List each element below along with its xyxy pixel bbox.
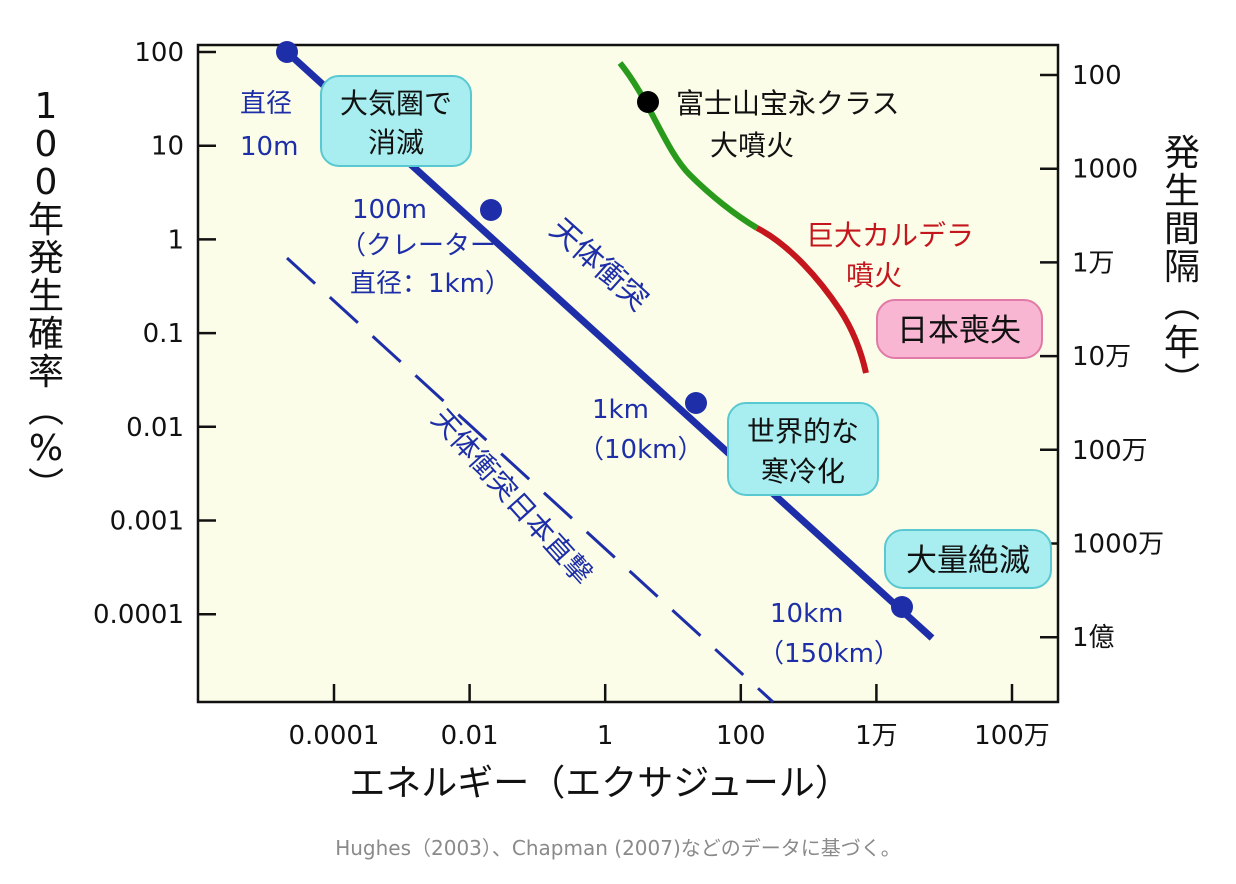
axis-title-char: ︵ <box>1164 285 1200 326</box>
axis-title-char: 隔 <box>1164 247 1200 288</box>
axis-title-char: 1 <box>35 86 58 127</box>
axis-title-char: 発 <box>1164 133 1200 174</box>
axis-title-char: 生 <box>28 276 64 317</box>
series-japan-hit-dashed <box>285 256 775 704</box>
fuji-marker <box>637 91 659 113</box>
axis-title-char: 年 <box>1164 323 1200 364</box>
x-tick-label: 0.0001 <box>289 721 380 751</box>
axis-title-char: 0 <box>35 162 58 203</box>
marker-label-10m-line1: 直径 <box>240 89 292 119</box>
marker-label-10m-line2: 10m <box>240 132 298 162</box>
y2-tick-label: 10万 <box>1072 342 1131 372</box>
y-tick-label: 0.01 <box>126 413 184 443</box>
y-tick-label: 0.1 <box>143 319 184 349</box>
box-extinction: 大量絶滅 <box>884 529 1052 589</box>
y-tick-label: 100 <box>134 38 184 68</box>
box-cooling-line2: 寒冷化 <box>761 455 845 488</box>
x-tick-label: 100 <box>716 721 766 751</box>
box-atmosphere: 大気圏で 消滅 <box>320 75 472 167</box>
box-atmosphere-line2: 消滅 <box>368 126 424 159</box>
marker-label-100m-line2: （クレーター <box>340 231 496 261</box>
axis-title-char: 間 <box>1164 209 1200 250</box>
y2-tick-label: 100 <box>1072 61 1122 91</box>
y-tick-label: 10 <box>151 132 184 162</box>
impact-marker <box>685 392 707 414</box>
axis-title-char: 発 <box>28 238 64 279</box>
marker-label-1km-line1: 1km <box>592 395 649 425</box>
y2-tick-label: 1000万 <box>1072 530 1164 560</box>
caldera-label-line1: 巨大カルデラ <box>806 219 974 252</box>
x-tick-label: 0.01 <box>441 721 499 751</box>
axis-title-char: 率 <box>28 352 64 393</box>
y2-tick-label: 1億 <box>1072 623 1115 653</box>
box-extinction-text: 大量絶滅 <box>906 543 1030 579</box>
marker-label-10km-line1: 10km <box>770 599 843 629</box>
marker-label-1km-line2: （10km） <box>578 435 703 465</box>
fuji-label-line1: 富士山宝永クラス <box>676 87 899 120</box>
axis-title-char: 確 <box>28 314 64 355</box>
box-cooling: 世界的な 寒冷化 <box>727 402 879 496</box>
fuji-label-line2: 大噴火 <box>710 129 794 162</box>
box-cooling-line1: 世界的な <box>747 415 859 448</box>
y2-tick-label: 1000 <box>1072 155 1138 185</box>
series-volcano-red <box>755 225 869 374</box>
box-japan-loss: 日本喪失 <box>876 299 1043 359</box>
axis-title-char: 0 <box>35 124 58 165</box>
y2-tick-label: 100万 <box>1072 436 1148 466</box>
impact-marker <box>480 199 502 221</box>
y2-tick-label: 1万 <box>1072 248 1115 278</box>
box-atmosphere-line1: 大気圏で <box>340 87 452 120</box>
x-axis: 0.0001 0.01 1 100 1万 100万 <box>289 684 1050 751</box>
axis-title-char: 生 <box>1164 171 1200 212</box>
y-axis-title: 1 0 0 年発生確率︵% ︶ <box>28 86 64 507</box>
x-tick-label: 1 <box>597 721 614 751</box>
y-tick-label: 0.001 <box>110 507 184 537</box>
axis-title-char: % <box>29 428 63 469</box>
axis-title-char: ︶ <box>28 466 64 507</box>
impact-marker <box>276 41 298 63</box>
y2-axis-title: 発生間隔︵年︶ <box>1164 133 1200 402</box>
axis-title-char: ︶ <box>1164 361 1200 402</box>
x-tick-label: 100万 <box>974 721 1050 751</box>
marker-label-10km-line2: （150km） <box>758 639 900 669</box>
box-japan-loss-text: 日本喪失 <box>897 313 1021 349</box>
y-axis-left: 100 10 1 0.1 0.01 0.001 0.0001 <box>93 38 216 630</box>
axis-title-char: ︵ <box>28 390 64 431</box>
y-tick-label: 1 <box>167 225 184 255</box>
marker-label-100m-line3: 直径：1km） <box>350 269 511 299</box>
marker-label-100m-line1: 100m <box>352 195 427 225</box>
impact-marker <box>891 596 913 618</box>
y-tick-label: 0.0001 <box>93 600 184 630</box>
x-tick-label: 1万 <box>855 721 898 751</box>
x-axis-title: エネルギー（エクサジュール） <box>349 763 850 804</box>
caldera-label-line2: 噴火 <box>846 259 902 292</box>
caption: Hughes（2003）、Chapman (2007)などのデータに基づく。 <box>335 836 901 860</box>
axis-title-char: 年 <box>28 200 64 241</box>
